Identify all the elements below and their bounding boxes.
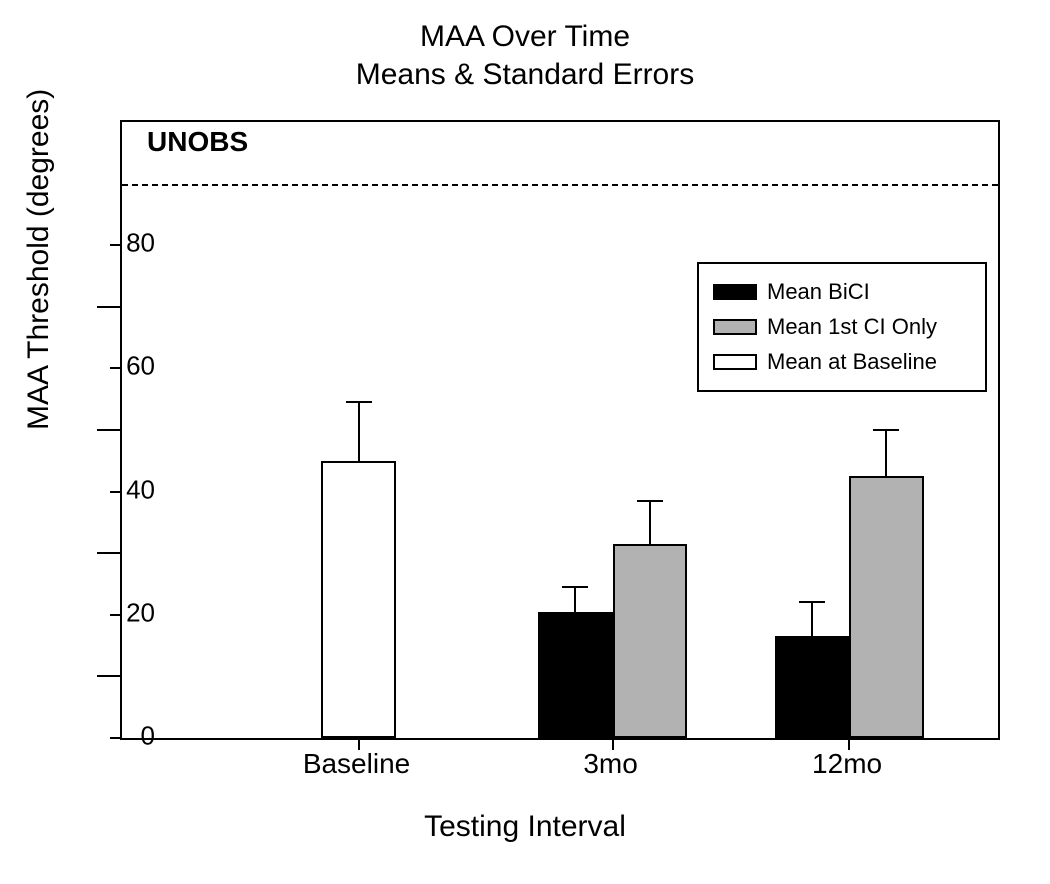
x-tick-label: 12mo — [812, 748, 882, 780]
legend-swatch — [713, 284, 757, 300]
y-tick-label: 60 — [126, 351, 155, 382]
legend-swatch — [713, 354, 757, 370]
y-tick — [110, 614, 122, 616]
error-bar-stem — [885, 430, 887, 476]
title-line-1: MAA Over Time — [0, 18, 1050, 56]
legend-label: Mean BiCI — [767, 274, 870, 309]
unobs-label: UNOBS — [147, 126, 248, 158]
error-bar-stem — [649, 501, 651, 544]
error-bar-cap — [346, 401, 372, 403]
y-tick-label: 0 — [141, 721, 155, 752]
error-bar-stem — [811, 602, 813, 636]
y-tick-label: 80 — [126, 228, 155, 259]
error-bar-cap — [799, 601, 825, 603]
y-tick-minor — [97, 552, 122, 554]
legend-swatch — [713, 319, 757, 335]
legend: Mean BiCIMean 1st CI OnlyMean at Baselin… — [697, 262, 987, 392]
bar — [613, 544, 687, 738]
legend-label: Mean 1st CI Only — [767, 309, 937, 344]
title-line-2: Means & Standard Errors — [0, 56, 1050, 94]
error-bar-cap — [637, 500, 663, 502]
plot-area: UNOBS Mean BiCIMean 1st CI OnlyMean at Ba… — [120, 120, 1000, 740]
error-bar-cap — [562, 586, 588, 588]
reference-line — [122, 184, 998, 186]
legend-label: Mean at Baseline — [767, 344, 937, 379]
chart-title: MAA Over Time Means & Standard Errors — [0, 18, 1050, 93]
error-bar-stem — [358, 402, 360, 461]
legend-item: Mean 1st CI Only — [713, 309, 971, 344]
y-tick-minor — [97, 429, 122, 431]
legend-item: Mean BiCI — [713, 274, 971, 309]
y-tick — [110, 491, 122, 493]
x-tick-label: Baseline — [303, 748, 410, 780]
error-bar-stem — [574, 587, 576, 612]
error-bar-cap — [873, 429, 899, 431]
legend-item: Mean at Baseline — [713, 344, 971, 379]
bar — [849, 476, 923, 738]
chart-container: MAA Over Time Means & Standard Errors MA… — [0, 0, 1050, 884]
y-tick — [110, 367, 122, 369]
x-tick-label: 3mo — [583, 748, 637, 780]
y-axis-label: MAA Threshold (degrees) — [22, 89, 56, 430]
y-tick-minor — [97, 675, 122, 677]
y-tick — [110, 737, 122, 739]
y-tick-minor — [97, 306, 122, 308]
bar — [775, 636, 849, 738]
bar — [538, 612, 612, 738]
x-axis-label: Testing Interval — [0, 810, 1050, 844]
y-tick-label: 40 — [126, 474, 155, 505]
bar — [321, 461, 395, 738]
y-tick — [110, 244, 122, 246]
y-tick-label: 20 — [126, 597, 155, 628]
